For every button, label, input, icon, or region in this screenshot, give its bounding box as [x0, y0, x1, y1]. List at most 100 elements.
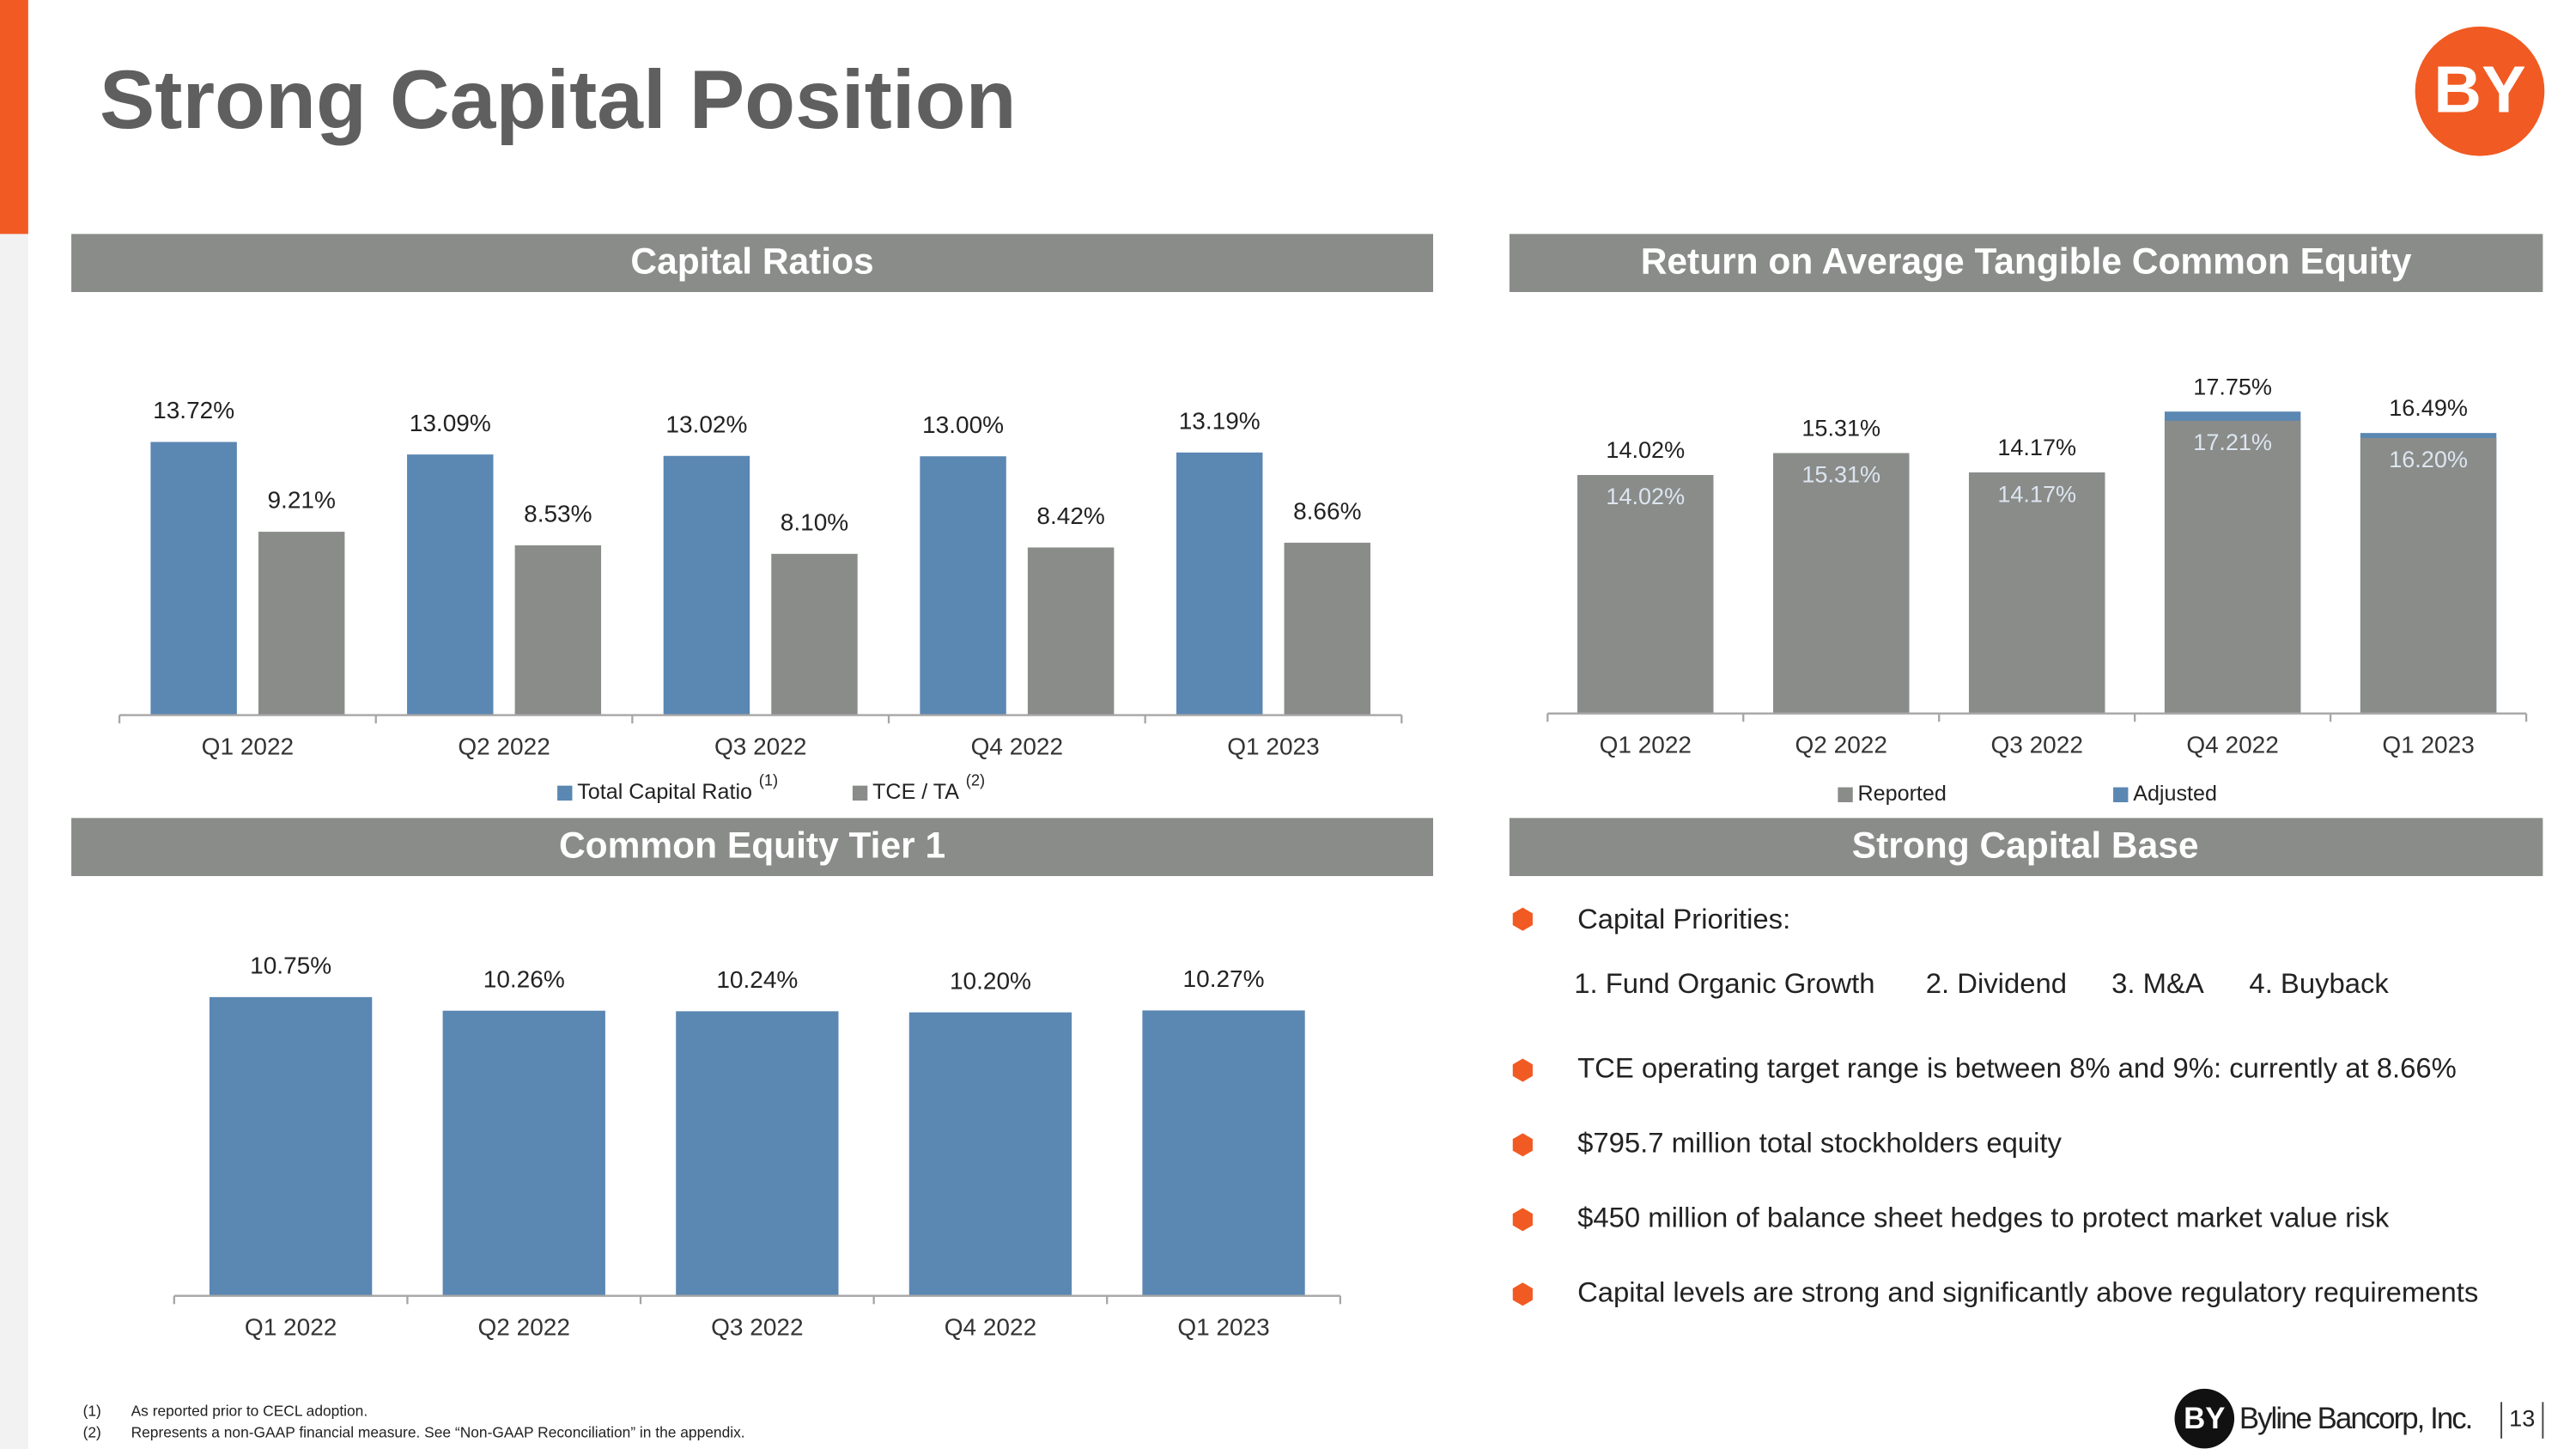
data-label: 16.20%	[2389, 447, 2468, 472]
x-tick-label: Q1 2023	[2382, 732, 2474, 758]
footer-logo: BY	[2184, 1403, 2225, 1435]
bar	[1577, 475, 1714, 714]
logo: BY	[2433, 53, 2525, 127]
bar	[663, 455, 750, 715]
bar	[407, 454, 494, 715]
priority: 2. Dividend	[1926, 967, 2067, 999]
bar	[676, 1011, 839, 1296]
data-label: 14.02%	[1606, 484, 1685, 509]
data-label: 15.31%	[1801, 462, 1880, 488]
chart-title: Common Equity Tier 1	[559, 825, 945, 866]
priority: 4. Buyback	[2249, 967, 2389, 999]
chart-header	[71, 234, 1434, 292]
data-label: 17.75%	[2193, 374, 2272, 399]
x-tick-label: Q2 2022	[1795, 732, 1887, 758]
bar	[920, 456, 1006, 715]
legend-note: (2)	[966, 771, 985, 789]
bullet-text: Capital levels are strong and significan…	[1577, 1275, 2478, 1307]
data-label: 13.00%	[922, 411, 1004, 438]
logo-circle	[2415, 26, 2545, 156]
bullet	[1512, 1058, 1533, 1082]
legend-swatch	[2113, 787, 2129, 803]
data-label: 10.24%	[716, 966, 798, 993]
bar	[1142, 1010, 1305, 1296]
bar	[1773, 453, 1910, 714]
bar	[1027, 547, 1115, 715]
bullet-heading: Capital Priorities:	[1577, 903, 1790, 935]
priority: 1. Fund Organic Growth	[1574, 967, 1874, 999]
data-label: 8.53%	[524, 500, 592, 527]
data-label: 16.49%	[2389, 395, 2468, 421]
x-tick-label: Q2 2022	[458, 734, 550, 760]
legend-label: Reported	[1858, 782, 1947, 806]
legend-swatch	[1838, 787, 1853, 803]
x-tick-label: Q4 2022	[945, 1314, 1036, 1341]
panel-title: Strong Capital Base	[1852, 825, 2199, 866]
x-tick-label: Q3 2022	[711, 1314, 803, 1341]
legend-swatch	[557, 785, 573, 801]
bar	[908, 1012, 1072, 1296]
bar	[1284, 542, 1371, 715]
x-tick-label: Q1 2023	[1227, 734, 1319, 760]
data-label: 8.42%	[1036, 502, 1104, 529]
x-tick-label: Q4 2022	[971, 734, 1063, 760]
chart-header	[71, 818, 1434, 876]
bar	[1968, 472, 2105, 714]
x-tick-label: Q1 2022	[245, 1314, 337, 1341]
bullet	[1512, 1282, 1533, 1306]
chart-title: Capital Ratios	[630, 241, 873, 282]
bullet-text: $795.7 million total stockholders equity	[1577, 1127, 2062, 1159]
chart-header	[1509, 234, 2543, 292]
bar	[442, 1010, 605, 1296]
page-number: 13	[2509, 1406, 2535, 1432]
footnote: As reported prior to CECL adoption.	[131, 1403, 368, 1420]
bar	[2360, 437, 2497, 714]
legend-label: Adjusted	[2133, 782, 2217, 806]
bar	[1176, 452, 1263, 715]
x-tick-label: Q3 2022	[1990, 732, 2082, 758]
data-label: 10.20%	[950, 967, 1031, 994]
bar	[514, 545, 602, 715]
bar	[771, 553, 858, 715]
data-label: 14.02%	[1606, 437, 1685, 463]
data-label: 14.17%	[1997, 435, 2076, 460]
bullet	[1512, 1133, 1533, 1157]
data-label: 9.21%	[267, 487, 335, 514]
footnote-marker: (1)	[83, 1403, 101, 1420]
bullet-text: TCE operating target range is between 8%…	[1577, 1052, 2457, 1084]
data-label: 13.09%	[410, 410, 491, 436]
x-tick-label: Q1 2022	[202, 734, 294, 760]
footer-logo-circle	[2174, 1388, 2235, 1449]
data-label: 13.72%	[153, 397, 234, 423]
data-label: 13.19%	[1179, 407, 1261, 434]
accent-bar	[0, 0, 28, 234]
side-strip	[0, 0, 28, 1449]
x-tick-label: Q1 2022	[1600, 732, 1692, 758]
company-name: Byline Bancorp, Inc.	[2239, 1403, 2472, 1435]
footnote: Represents a non-GAAP financial measure.…	[131, 1424, 745, 1441]
data-label: 8.66%	[1293, 497, 1361, 524]
panel-header	[1509, 818, 2543, 876]
x-tick-label: Q3 2022	[714, 734, 806, 760]
x-tick-label: Q4 2022	[2186, 732, 2278, 758]
priority: 3. M&A	[2111, 967, 2204, 999]
legend-label: Total Capital Ratio	[577, 780, 752, 804]
footnote-marker: (2)	[83, 1424, 101, 1441]
legend-label: TCE / TA	[872, 780, 959, 804]
data-label: 8.10%	[781, 508, 848, 535]
bullets	[1512, 907, 1533, 1306]
bullet	[1512, 907, 1533, 931]
x-tick-label: Q2 2022	[478, 1314, 570, 1341]
x-tick-label: Q1 2023	[1177, 1314, 1269, 1341]
data-label: 15.31%	[1801, 416, 1880, 441]
data-label: 10.26%	[483, 965, 565, 992]
bar	[150, 441, 237, 715]
bullet	[1512, 1208, 1533, 1232]
bar	[258, 532, 345, 715]
bar	[2164, 420, 2301, 714]
data-label: 10.27%	[1183, 965, 1265, 992]
slide-title: Strong Capital Position	[100, 54, 1017, 146]
legend-swatch	[852, 785, 868, 801]
chart-title: Return on Average Tangible Common Equity	[1641, 241, 2412, 282]
